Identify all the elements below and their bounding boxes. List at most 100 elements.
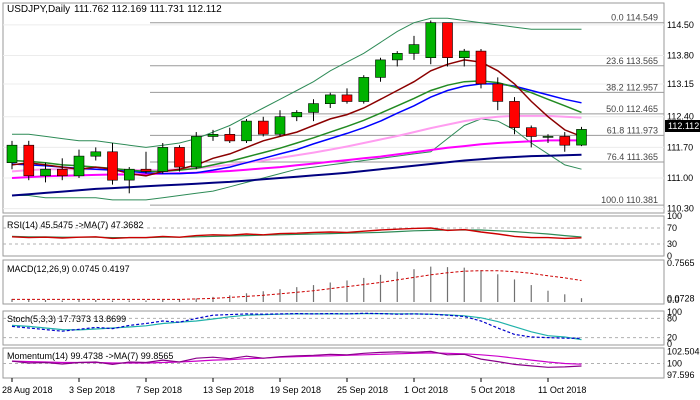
candle-bullish [408, 44, 420, 54]
x-axis-tick-label: 7 Sep 2018 [136, 385, 182, 395]
momentum-ma-line [11, 352, 582, 365]
chart-title: USDJPY,Daily [7, 4, 70, 15]
fib-level-label: 76.4 111.365 [607, 152, 658, 162]
ma-blue-line [11, 83, 582, 175]
candle-bullish [207, 134, 219, 137]
candle-bullish [576, 129, 587, 146]
candle-bullish [324, 94, 336, 105]
stoch-tick-label: 0 [667, 339, 672, 349]
candle-bullish [40, 168, 51, 177]
rsi-tick-label: 100 [667, 211, 682, 221]
fib-level-label: 38.2 112.957 [606, 82, 658, 92]
ohlc-readout: 111.762 112.169 111.731 112.112 [74, 4, 222, 15]
candle-bullish [73, 155, 85, 177]
current-price-tag-bg [665, 120, 700, 132]
candle-bearish [56, 168, 68, 177]
x-axis-tick-label: 5 Oct 2018 [471, 385, 515, 395]
rsi-pane: 100 70 30 0 RSI(14) 45.5475 ->MA(7) 47.3682 [2, 211, 682, 261]
candle-bullish [191, 136, 202, 168]
fib-level-label: 0.0 114.549 [611, 13, 658, 23]
price-tick-label: 111.00 [667, 173, 693, 183]
ma-navy-line [11, 153, 582, 197]
candle-bullish [291, 112, 303, 118]
candle-bearish [559, 136, 571, 146]
candle-bearish [140, 168, 152, 172]
candle-bullish [458, 50, 470, 58]
ma-fast-line [11, 59, 582, 177]
fib-level-label: 50.0 112.465 [606, 104, 658, 114]
price-tick-label: 113.80 [667, 51, 694, 61]
candle-bullish [6, 144, 18, 163]
candle-bullish [425, 22, 437, 59]
rsi-pane-frame [2, 215, 665, 257]
rsi-label: RSI(14) 45.5475 ->MA(7) 47.3682 [7, 220, 143, 230]
rsi-tick-label: 70 [667, 223, 677, 233]
candle-bullish [124, 168, 135, 181]
price-tick-label: 114.50 [667, 20, 694, 30]
macd-tick-label: 0.7565 [667, 258, 695, 268]
fib-level-label: 100.0 110.381 [601, 195, 658, 205]
price-tick-label: 112.40 [667, 112, 694, 122]
candle-bullish [375, 59, 386, 78]
price-tick-label: 111.70 [667, 142, 693, 152]
candle-bearish [174, 147, 185, 168]
main-price-pane: 0.0 114.549 23.6 113.565 38.2 112.957 50.0 … [2, 2, 700, 214]
momentum-tick-label: 102.504 [667, 346, 700, 356]
current-price-tag: 112.112 [668, 121, 699, 131]
stoch-tick-label: 80 [667, 313, 677, 323]
candle-bearish [475, 50, 487, 85]
momentum-tick-label: 97.596 [667, 370, 695, 380]
bollinger-upper-band [12, 17, 582, 148]
x-axis-tick-label: 25 Sep 2018 [337, 385, 388, 395]
candle-bearish [525, 127, 537, 137]
bollinger-lower-band [12, 118, 582, 201]
stoch-label: Stoch(5,3,3) 17.7373 13.8699 [7, 314, 126, 324]
macd-label: MACD(12,26,9) 0.0745 0.4197 [7, 264, 130, 274]
candle-bearish [509, 101, 520, 128]
candle-bearish [341, 94, 353, 102]
fib-level-label: 61.8 111.973 [607, 125, 658, 135]
price-tick-label: 110.30 [667, 204, 694, 214]
candle-bullish [241, 120, 252, 142]
x-axis-tick-label: 13 Sep 2018 [203, 385, 254, 395]
fib-level-label: 23.6 113.565 [606, 56, 658, 66]
stoch-tick-label: 100 [667, 307, 682, 317]
rsi-tick-label: 30 [667, 239, 677, 249]
candle-bullish [157, 147, 169, 172]
x-axis-tick-label: 28 Aug 2018 [2, 385, 53, 395]
macd-tick-label: 0.0728 [667, 293, 695, 303]
stoch-tick-label: 20 [667, 333, 677, 343]
rsi-line [11, 227, 582, 240]
rsi-tick-label: 0 [667, 251, 672, 261]
stoch-pane-frame [2, 310, 665, 346]
candle-bearish [257, 120, 269, 135]
candle-bullish [542, 136, 554, 138]
candle-bullish [274, 116, 286, 135]
x-axis: 28 Aug 2018 3 Sep 2018 7 Sep 2018 13 Sep 20… [2, 378, 586, 395]
macd-tick-label: 0.0 [667, 295, 680, 305]
x-axis-tick-label: 11 Oct 2018 [538, 385, 586, 395]
candle-bullish [358, 77, 370, 102]
candle-bearish [23, 144, 35, 177]
macd-pane-frame [2, 259, 665, 305]
candle-bullish [308, 103, 319, 113]
candle-bearish [224, 134, 236, 142]
candle-bearish [442, 22, 453, 59]
price-tick-label: 113.15 [667, 79, 694, 89]
main-pane-frame [2, 2, 665, 214]
candle-bullish [391, 52, 403, 61]
ma-magenta-line [11, 139, 582, 179]
candle-bearish [492, 83, 504, 102]
x-axis-tick-label: 19 Sep 2018 [270, 385, 321, 395]
momentum-tick-label: 100 [667, 359, 682, 369]
candle-bullish [90, 151, 102, 157]
x-axis-tick-label: 1 Oct 2018 [404, 385, 448, 395]
momentum-line [11, 350, 582, 368]
momentum-label: Momentum(14) 99.4738 ->MA(7) 99.8565 [7, 351, 173, 361]
stoch-k-line [11, 312, 582, 339]
x-axis-tick-label: 3 Sep 2018 [69, 385, 115, 395]
